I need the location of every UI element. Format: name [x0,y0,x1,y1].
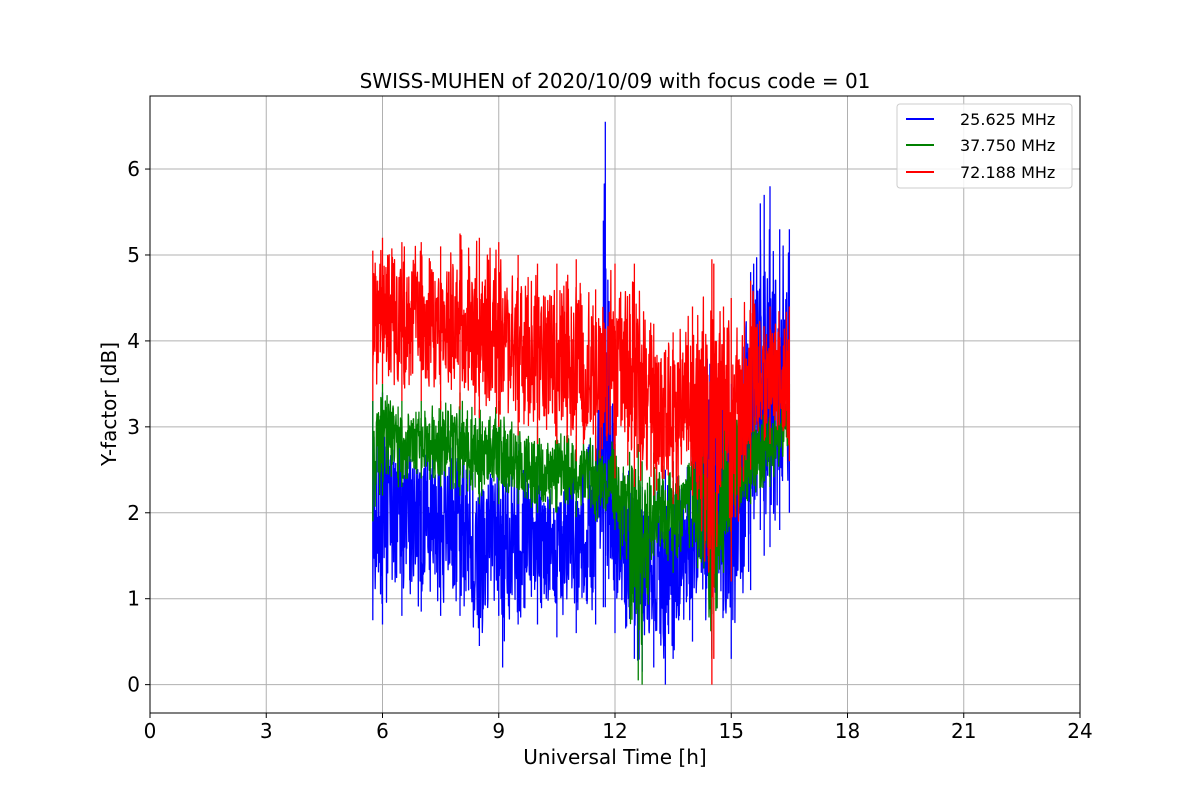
x-tick-label: 18 [835,719,860,743]
legend-label-25625: 25.625 MHz [960,110,1055,129]
y-tick-label: 6 [127,157,140,181]
legend-label-72188: 72.188 MHz [960,163,1055,182]
y-tick-label: 1 [127,587,140,611]
y-axis-label: Y-factor [dB] [97,342,121,467]
x-tick-label: 15 [719,719,744,743]
y-tick-label: 3 [127,415,140,439]
series-layer [372,121,791,685]
x-tick-label: 3 [260,719,273,743]
x-tick-label: 24 [1067,719,1092,743]
x-tick-label: 0 [144,719,157,743]
legend-label-37750: 37.750 MHz [960,136,1055,155]
y-tick-label: 5 [127,243,140,267]
y-tick-label: 0 [127,673,140,697]
x-tick-label: 9 [492,719,505,743]
legend: 25.625 MHz 37.750 MHz 72.188 MHz [896,103,1073,189]
legend-box [896,103,1073,189]
y-tick-label: 4 [127,329,140,353]
x-tick-label: 6 [376,719,389,743]
y-tick-label: 2 [127,501,140,525]
x-tick-label: 12 [602,719,627,743]
chart-title: SWISS-MUHEN of 2020/10/09 with focus cod… [360,69,871,93]
x-axis-label: Universal Time [h] [523,745,706,769]
series-72188-mhz [372,233,791,685]
x-tick-label: 21 [951,719,976,743]
